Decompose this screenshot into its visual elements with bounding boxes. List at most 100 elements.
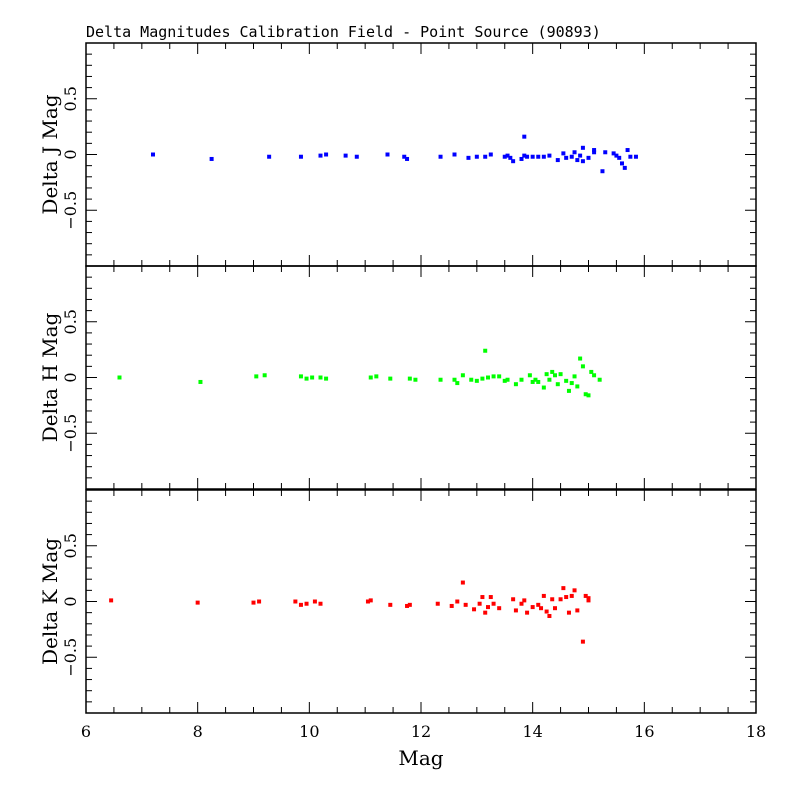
x-tick-label: 8 [193,722,203,741]
y-tick-label: 0.5 [61,309,80,334]
data-point [550,597,555,602]
x-axis-label: Mag [398,746,443,770]
data-point [569,154,574,159]
data-point [304,376,309,381]
data-point [527,373,532,378]
data-point [460,373,465,378]
data-point [530,379,535,384]
data-point [575,158,580,163]
data-point [589,369,594,374]
data-point [550,369,555,374]
data-point [583,593,588,598]
data-point [117,375,122,380]
data-point [195,600,200,605]
data-point [611,151,616,156]
data-point [575,608,580,613]
data-point [569,593,574,598]
data-point [555,382,560,387]
y-tick-label: 0 [61,149,80,159]
data-point [497,374,502,379]
data-point [522,134,527,139]
data-point [530,605,535,610]
y-axis-label: Delta H Mag [38,313,62,443]
data-point [486,605,490,610]
data-point [586,393,591,398]
x-tick-label: 18 [746,722,766,741]
data-point [586,155,591,160]
data-point [374,374,379,379]
data-point [483,348,488,353]
data-point [547,153,552,158]
data-point [502,378,507,383]
data-point [536,379,541,384]
x-tick-label: 14 [522,722,542,741]
data-point [561,151,566,156]
data-point [251,600,256,605]
data-point [293,599,298,604]
data-point [318,153,323,158]
data-point [480,376,485,381]
data-point [491,374,496,379]
data-point [474,154,479,159]
data-point [488,595,493,600]
data-point [544,372,549,377]
data-point [622,165,627,170]
data-point [452,377,457,382]
data-point [564,155,569,160]
data-point [575,384,580,389]
y-tick-label: 0.5 [61,533,80,558]
data-point [572,374,577,379]
data-point [580,145,585,150]
data-point [151,152,155,157]
data-point [491,601,496,606]
x-tick-label: 16 [634,722,654,741]
data-point [109,598,114,603]
data-point [318,375,323,380]
data-point [580,159,585,164]
data-point [511,159,516,164]
data-point [603,150,608,155]
data-point [633,154,638,159]
data-point [561,586,566,591]
data-point [513,382,518,387]
data-point [354,154,359,159]
data-point [578,356,583,361]
data-point [368,375,373,380]
data-point [511,597,516,602]
data-point [388,602,393,607]
data-point [480,595,485,600]
data-point [407,602,412,607]
data-point [405,156,410,161]
data-point [544,609,549,614]
data-point [572,588,577,593]
data-point [519,156,524,161]
data-point [580,639,585,644]
panel-frame [85,42,757,267]
data-point [566,610,571,615]
y-tick-label: 0 [61,372,80,382]
data-point [592,148,597,153]
data-point [298,602,303,607]
data-point [385,152,390,157]
panel-frame [85,489,757,714]
data-point [267,154,272,159]
y-tick-label: 0.5 [61,86,80,111]
chart-title: Delta Magnitudes Calibration Field - Poi… [86,23,601,41]
data-point [435,601,440,606]
data-point [519,377,524,382]
data-point [324,152,329,157]
data-point [449,603,454,608]
y-axis-label: Delta J Mag [38,94,62,214]
data-point [257,599,262,604]
data-point [620,161,624,166]
data-point [522,153,527,158]
data-point [198,379,203,384]
data-point [466,155,471,160]
data-point [463,602,468,607]
data-point [536,602,541,607]
data-point [628,154,633,159]
data-point [592,150,597,155]
data-point [541,593,546,598]
